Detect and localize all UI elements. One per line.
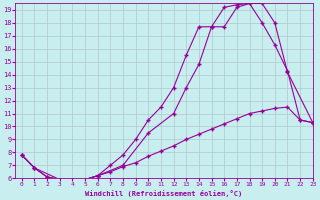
X-axis label: Windchill (Refroidissement éolien,°C): Windchill (Refroidissement éolien,°C) [85, 190, 243, 197]
